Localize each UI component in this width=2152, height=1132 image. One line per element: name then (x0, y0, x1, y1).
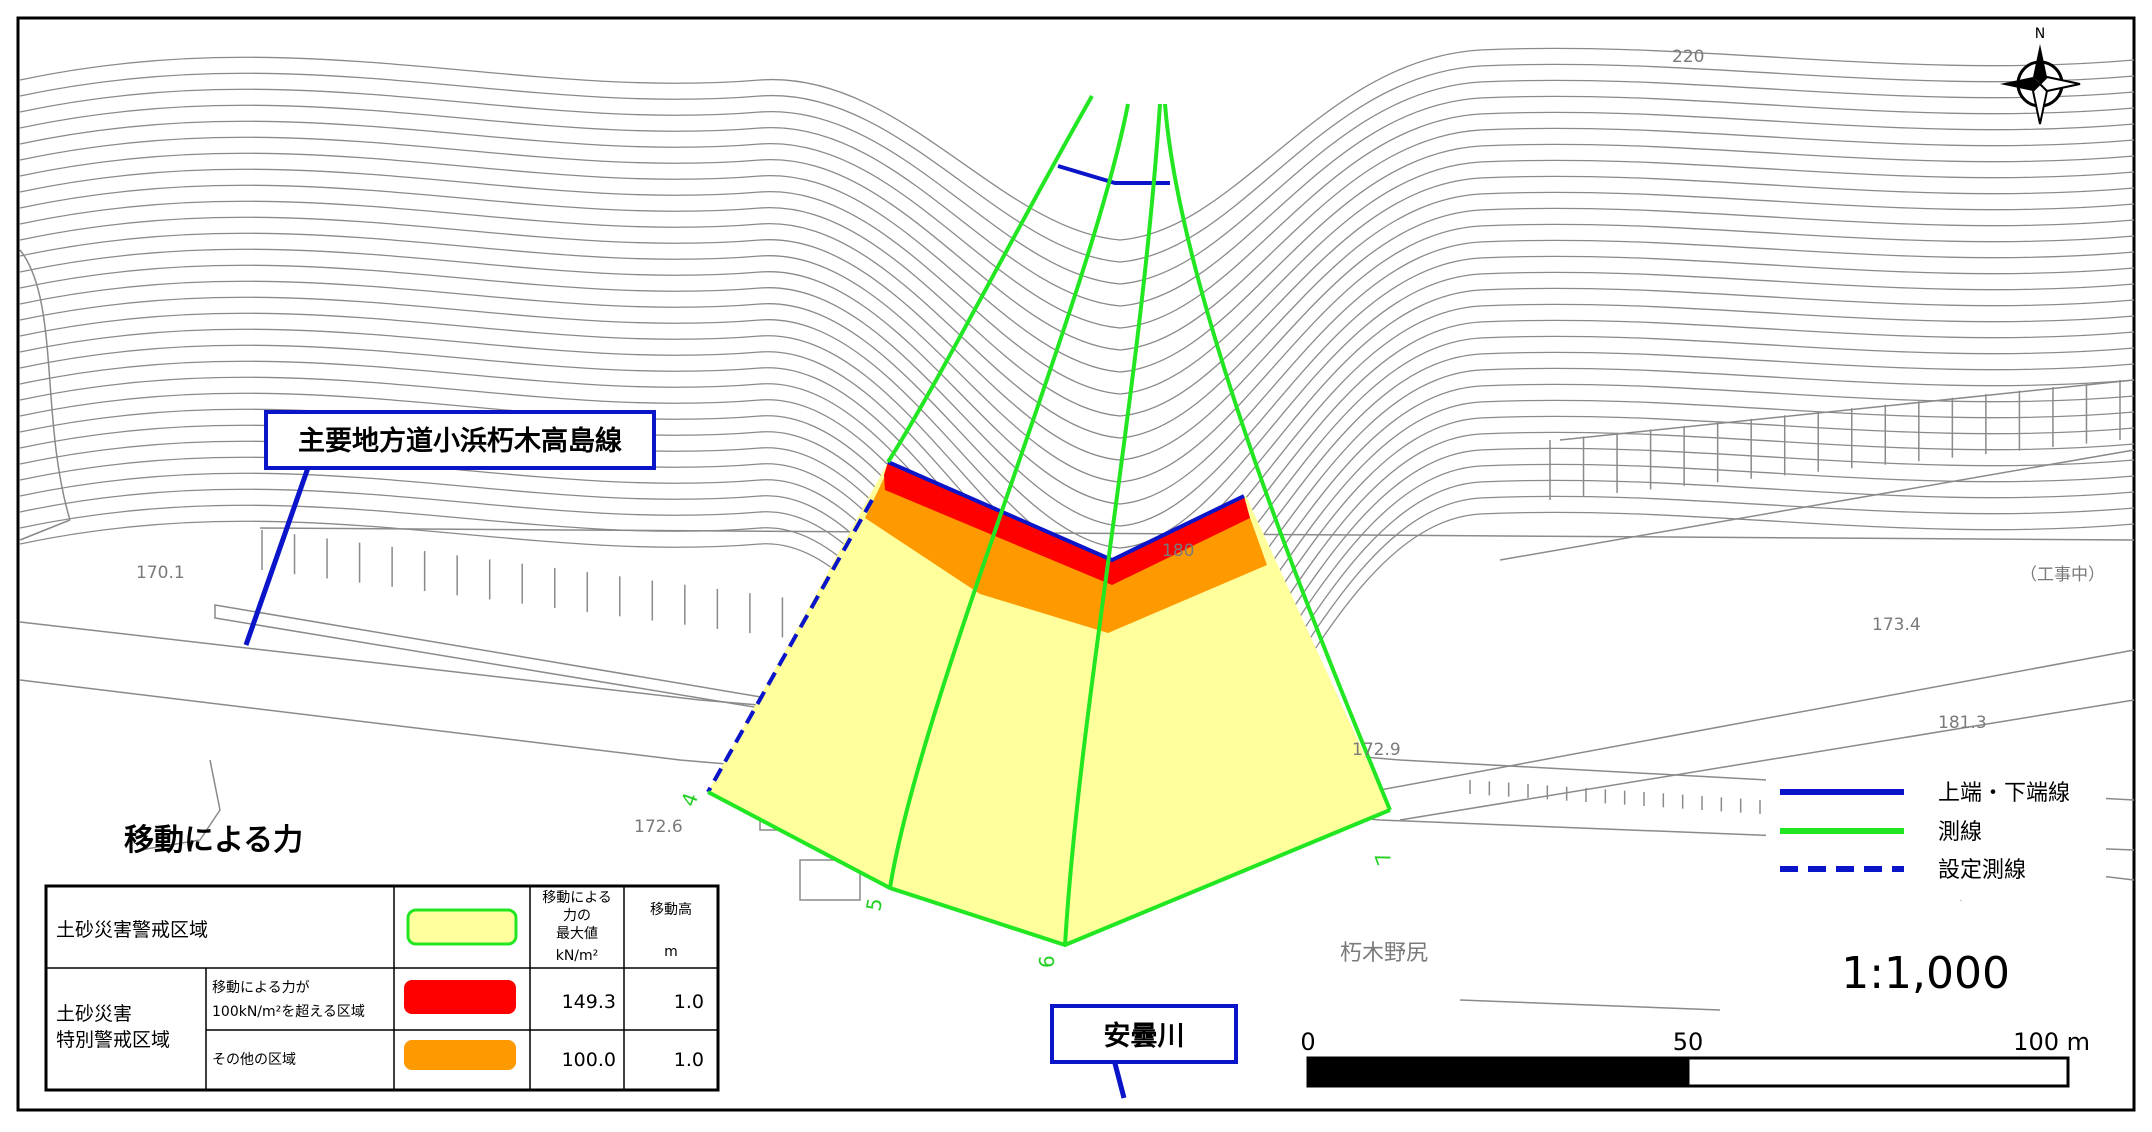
legend-label-edge: 上端・下端線 (1938, 781, 2070, 806)
contour-line (19, 47, 2135, 241)
scale-tick-100: 100 m (2013, 1028, 2090, 1056)
contour-line (19, 111, 2135, 329)
survey-lines (707, 95, 1392, 948)
zone-legend-table: 土砂災害警戒区域 土砂災害 特別警戒区域 移動による力が 100kN/m²を超え… (44, 884, 720, 1092)
contour-line (19, 63, 2135, 263)
over-height: 1.0 (674, 991, 704, 1013)
river-callout-label: 安曇川 (1104, 1021, 1185, 1052)
legend-title: 移動による力 (124, 823, 303, 858)
contour-line (19, 191, 2135, 439)
elevation-172-9: 172.9 (1352, 740, 1401, 760)
special-zone-over-100-area (884, 462, 1250, 585)
set-survey-line (706, 499, 874, 793)
other-value: 100.0 (562, 1049, 616, 1071)
contour-line (19, 159, 2135, 395)
header-height: 移動高 (650, 901, 692, 918)
swatch-special-other (404, 1040, 516, 1070)
contour-line (19, 255, 2135, 527)
over-value: 149.3 (562, 991, 616, 1013)
header-value-3: 最大値 (556, 926, 598, 942)
sub-other-label: その他の区域 (212, 1052, 296, 1068)
line-legend: 上端・下端線 測線 設定測線 (1766, 770, 2106, 900)
road-callout-label: 主要地方道小浜朽木高島線 (298, 425, 622, 457)
survey-number-5: 5 (861, 896, 887, 913)
elevation-172-6: 172.6 (634, 817, 683, 837)
construction-note: （工事中） (2020, 565, 2105, 585)
contour-line (19, 239, 2135, 505)
sub-over-label-2: 100kN/m²を超える区域 (212, 1004, 365, 1020)
swatch-special-over (404, 980, 516, 1014)
header-value-1: 移動による (542, 890, 612, 906)
upper-edge-line (887, 460, 1245, 563)
swatch-warning (406, 908, 518, 946)
legend-label-survey: 測線 (1938, 820, 1982, 845)
legend-label-set-survey: 設定測線 (1938, 858, 2026, 883)
contour-line (19, 271, 2135, 549)
contour-line (19, 143, 2135, 373)
elevation-170-1: 170.1 (136, 563, 185, 583)
north-arrow-icon: N (2000, 26, 2081, 125)
scale-bar: 0 50 100 m (1300, 1028, 2090, 1088)
header-value-2: 力の (563, 908, 591, 924)
row-special-label-1: 土砂災害 (56, 1003, 132, 1025)
elevation-173-4: 173.4 (1872, 615, 1921, 635)
contour-line (19, 175, 2135, 417)
header-value-unit: kN/m² (556, 948, 599, 964)
contour-line (19, 95, 2135, 307)
building-ticks (261, 380, 2121, 814)
contour-line (19, 127, 2135, 351)
contour-line (19, 207, 2135, 461)
scale-tick-0: 0 (1300, 1028, 1315, 1056)
sub-over-label-1: 移動による力が (212, 980, 310, 996)
scale-ratio: 1:1,000 (1841, 948, 2010, 999)
row-warning-label: 土砂災害警戒区域 (56, 919, 208, 941)
elevation-181-3: 181.3 (1938, 713, 1987, 733)
other-height: 1.0 (674, 1049, 704, 1071)
top-edge-line (1057, 164, 1170, 185)
elevation-220: 220 (1672, 47, 1704, 67)
contour-line (19, 79, 2135, 285)
north-label: N (2035, 26, 2045, 42)
road-callout-leader (243, 461, 313, 646)
road-callout-box (264, 410, 656, 470)
scale-tick-50: 50 (1673, 1028, 1704, 1056)
header-height-unit: m (664, 944, 678, 960)
survey-number-6: 6 (1035, 955, 1059, 968)
place-name: 朽木野尻 (1340, 941, 1428, 966)
elevation-180: 180 (1162, 541, 1194, 561)
row-special-label-2: 特別警戒区域 (56, 1029, 170, 1051)
river-callout-box (1050, 1004, 1238, 1064)
